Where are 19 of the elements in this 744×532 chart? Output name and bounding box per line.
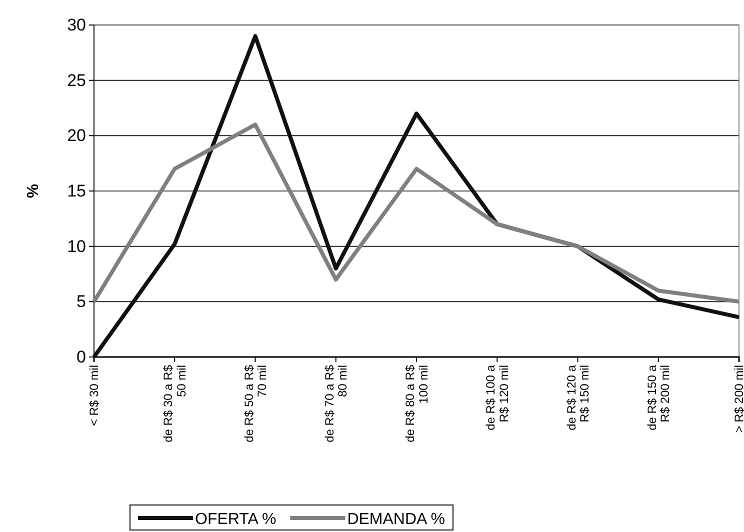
y-tick-label: 20 xyxy=(67,126,86,146)
x-tick-label: de R$ 70 a R$ 80 mil xyxy=(322,364,350,442)
y-tick-label: 30 xyxy=(67,15,86,34)
x-tick-label: de R$ 120 a R$ 150 mil xyxy=(564,364,592,430)
legend-label: OFERTA % xyxy=(195,511,276,528)
x-tick-label: < R$ 30 mil xyxy=(87,365,102,426)
legend-label: DEMANDA % xyxy=(347,511,445,528)
x-tick-label: > R$ 200 mil xyxy=(732,365,744,433)
y-tick-label: 0 xyxy=(76,347,86,366)
y-axis-title: % xyxy=(25,184,42,198)
y-tick-label: 25 xyxy=(67,70,86,90)
x-tick-label: de R$ 80 a R$ 100 mil xyxy=(403,364,430,442)
y-tick-label: 15 xyxy=(67,181,86,200)
x-tick-label: de R$ 30 a R$ 50 mil xyxy=(161,364,188,442)
x-tick-label: de R$ 100 a R$ 120 mil xyxy=(484,364,511,430)
x-tick-label: de R$ 150 a R$ 200 mil xyxy=(644,364,672,430)
y-tick-label: 5 xyxy=(76,292,86,312)
x-tick-label: de R$ 50 a R$ 70 mil xyxy=(242,364,270,442)
y-tick-label: 10 xyxy=(67,236,86,256)
